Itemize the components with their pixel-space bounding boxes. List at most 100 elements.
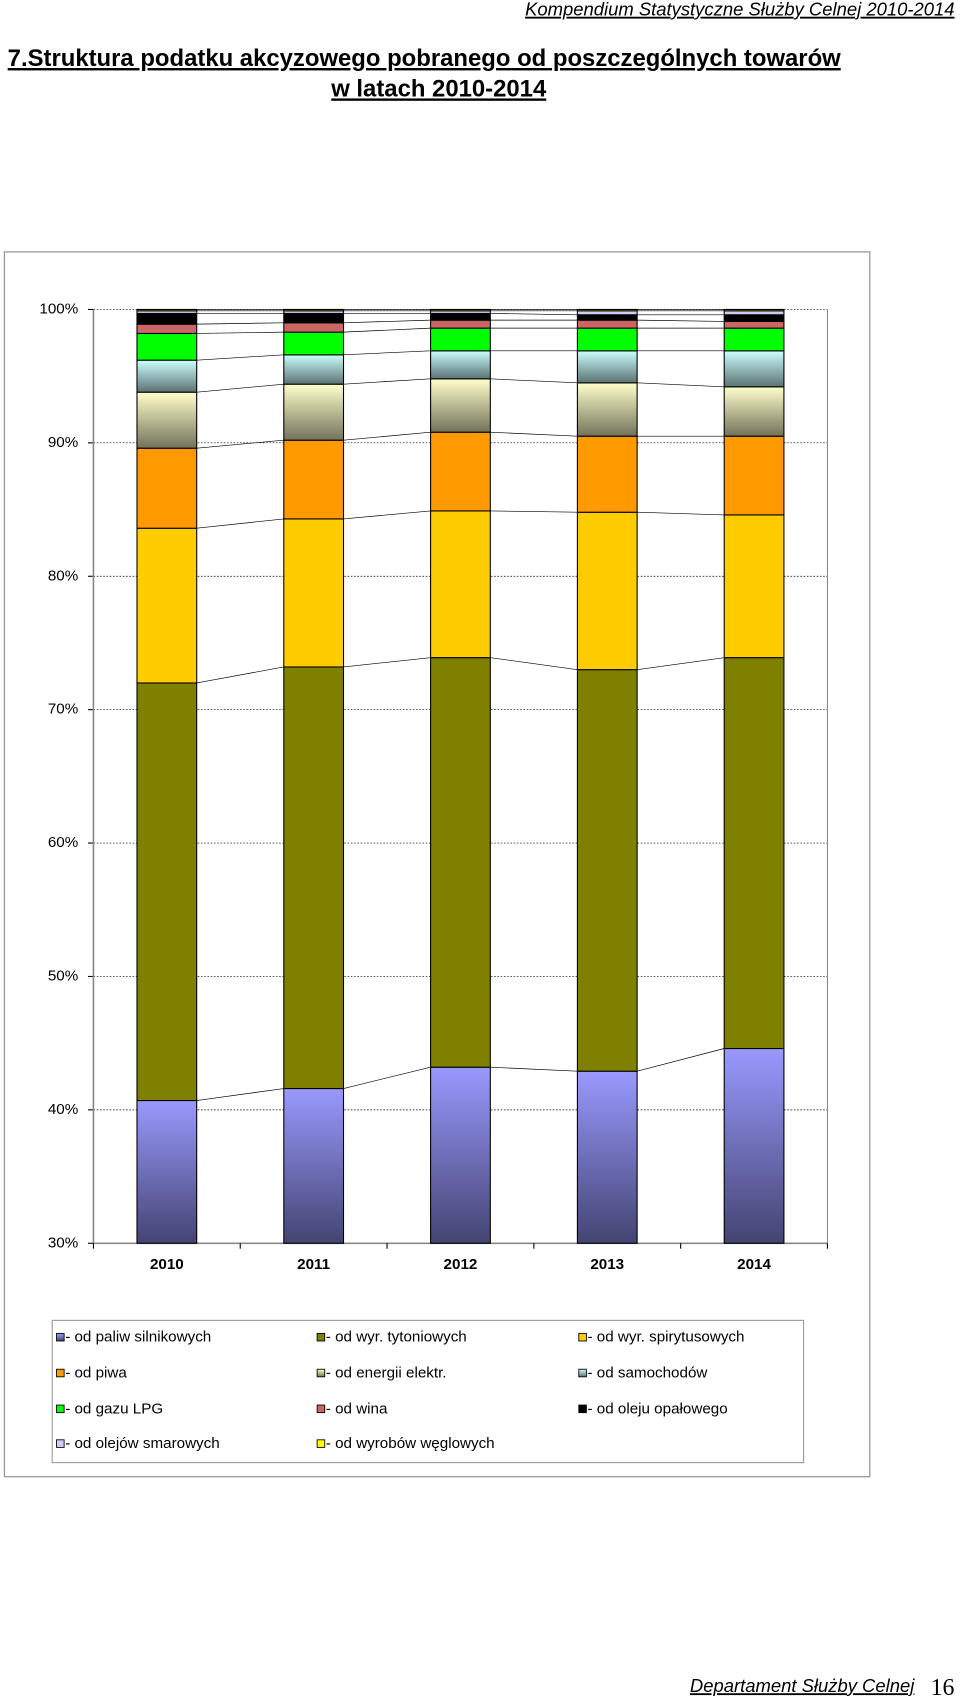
series-line <box>196 439 284 449</box>
bar-segment <box>136 323 198 335</box>
bar-segment <box>283 354 345 385</box>
bar-segment <box>576 382 638 437</box>
legend-frame <box>51 1319 805 1464</box>
bar-segment <box>136 447 198 529</box>
bar-segment <box>723 350 785 388</box>
series-line <box>490 657 578 670</box>
bar-segment <box>430 308 491 312</box>
legend-swatch <box>56 1332 65 1342</box>
bar-segment <box>136 391 198 449</box>
y-tick-label: 70% <box>48 701 78 718</box>
legend-label: - od piwa <box>65 1365 127 1382</box>
x-tick-label: 2014 <box>737 1256 771 1273</box>
bar-segment <box>283 439 345 520</box>
bar-segment <box>576 350 638 384</box>
series-line <box>637 657 725 670</box>
series-line <box>637 1048 725 1072</box>
bar-segment <box>283 308 345 312</box>
page-number: 16 <box>931 1675 955 1701</box>
title: w latach 2010-2014 <box>330 75 547 102</box>
bar-segment <box>576 1070 638 1244</box>
x-tick-label: 2011 <box>297 1256 331 1273</box>
bar-segment <box>723 308 785 312</box>
bar-segment <box>723 386 785 437</box>
legend-swatch <box>316 1439 326 1448</box>
bar-segment <box>430 510 491 659</box>
bar-segment <box>576 310 638 316</box>
bar-segment <box>136 359 198 393</box>
legend-swatch <box>578 1332 587 1342</box>
y-tick-label: 60% <box>48 834 78 851</box>
legend-label: - od gazu LPG <box>65 1400 163 1417</box>
bar-segment <box>576 669 638 1072</box>
bar-segment <box>576 314 638 321</box>
series-line <box>343 510 431 520</box>
legend-swatch <box>56 1404 65 1414</box>
x-tick-label: 2010 <box>150 1256 184 1273</box>
series-line <box>637 511 725 516</box>
bar-segment <box>576 319 638 329</box>
bar-segment <box>576 327 638 352</box>
series-line <box>196 331 284 334</box>
legend-swatch <box>56 1368 65 1378</box>
bar-segment <box>283 1087 345 1244</box>
bar-segment <box>723 314 785 323</box>
bar-segment <box>723 435 785 516</box>
series-line <box>490 1066 578 1072</box>
series-line <box>343 327 431 333</box>
series-line <box>196 354 284 361</box>
legend-swatch <box>316 1368 326 1378</box>
series-line <box>490 431 578 437</box>
bar-segment <box>136 1099 198 1244</box>
legend-swatch <box>316 1332 326 1342</box>
legend-swatch <box>316 1404 326 1414</box>
series-line <box>196 518 284 529</box>
bar-segment <box>136 527 198 684</box>
legend-label: - od wina <box>326 1400 388 1417</box>
legend-swatch <box>56 1439 65 1448</box>
series-line <box>637 382 725 388</box>
bar-segment <box>430 431 491 512</box>
series-line <box>343 350 431 356</box>
series-line <box>196 666 284 684</box>
bar-segment <box>723 657 785 1050</box>
series-line <box>637 319 725 322</box>
bar-segment <box>723 320 785 329</box>
bar-segment <box>430 378 491 433</box>
legend-label: - od paliw silnikowych <box>65 1329 211 1346</box>
footer: Departament Służby Celnej <box>690 1675 915 1696</box>
bar-segment <box>283 331 345 356</box>
series-line <box>343 378 431 385</box>
bar-segment <box>723 1047 785 1244</box>
x-tick-label: 2012 <box>444 1256 478 1273</box>
legend-label: - od samochodów <box>587 1365 707 1382</box>
legend-swatch <box>578 1404 587 1414</box>
legend-label: - od wyrobów węglowych <box>326 1435 495 1452</box>
bar-segment <box>430 1066 491 1244</box>
series-line <box>196 1088 284 1101</box>
bar-segment <box>136 682 198 1102</box>
series-line <box>490 378 578 384</box>
bar-segment <box>283 383 345 441</box>
x-tick-label: 2013 <box>590 1256 624 1273</box>
bar-segment <box>283 322 345 333</box>
series-line <box>196 322 284 325</box>
bar-segment <box>723 514 785 659</box>
y-tick-label: 100% <box>39 300 78 317</box>
y-tick-label: 90% <box>48 434 78 451</box>
legend-label: - od oleju opałowego <box>587 1400 727 1417</box>
bar-segment <box>136 312 198 325</box>
series-line <box>343 431 431 441</box>
bar-segment <box>576 308 638 312</box>
series-line <box>490 313 578 316</box>
bar-segment <box>430 312 491 321</box>
bar-segment <box>430 327 491 352</box>
bar-segment <box>430 350 491 380</box>
legend-label: - od energii elektr. <box>326 1365 447 1382</box>
y-tick-label: 80% <box>48 567 78 584</box>
bar-segment <box>576 511 638 671</box>
series-line <box>343 657 431 668</box>
y-tick-label: 50% <box>48 967 78 984</box>
